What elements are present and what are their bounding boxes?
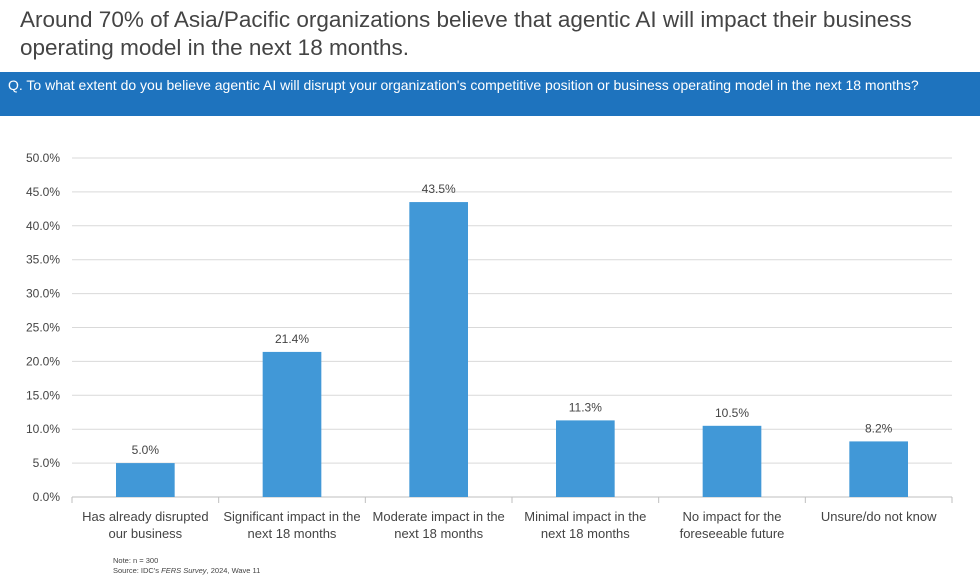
category-label: Significant impact in the	[223, 509, 360, 524]
category-label: Unsure/do not know	[821, 509, 937, 524]
y-tick-label: 30.0%	[26, 287, 60, 301]
chart-headline: Around 70% of Asia/Pacific organizations…	[20, 7, 912, 60]
data-labels: 5.0% 21.4% 43.5% 11.3% 10.5% 8.2%	[132, 182, 893, 457]
category-label: our business	[108, 526, 182, 541]
footnote-source: Source: IDC's FERS Survey, 2024, Wave 11	[113, 566, 260, 575]
category-label: Has already disrupted	[82, 509, 208, 524]
y-tick-label: 15.0%	[26, 388, 60, 402]
category-label: Minimal impact in the	[524, 509, 646, 524]
y-tick-label: 0.0%	[33, 490, 61, 504]
footnote-note: Note: n = 300	[113, 556, 159, 565]
category-label: next 18 months	[394, 526, 483, 541]
category-label: next 18 months	[248, 526, 337, 541]
bar	[702, 425, 762, 497]
bar	[116, 463, 175, 497]
category-label: foreseeable future	[680, 526, 785, 541]
bar	[849, 441, 908, 497]
source-suffix: , 2024, Wave 11	[206, 566, 261, 575]
data-label: 11.3%	[569, 400, 602, 414]
x-axis-categories: Has already disrupted our business Signifi…	[82, 509, 937, 541]
question-text: Q. To what extent do you believe agentic…	[8, 77, 919, 93]
bar	[262, 351, 322, 497]
bar-chart: 0.0% 5.0% 10.0% 15.0% 20.0% 25.0% 30.0% 35.0% 40…	[26, 151, 953, 541]
y-tick-label: 35.0%	[26, 253, 60, 267]
y-tick-label: 45.0%	[26, 185, 60, 199]
y-tick-label: 40.0%	[26, 219, 60, 233]
category-label: No impact for the	[683, 509, 782, 524]
bar	[409, 202, 468, 497]
y-tick-label: 50.0%	[26, 151, 60, 165]
data-label: 43.5%	[422, 182, 456, 196]
data-label: 21.4%	[275, 332, 309, 346]
question-banner: Q. To what extent do you believe agentic…	[0, 72, 980, 116]
source-prefix: Source: IDC's	[113, 566, 162, 575]
data-label: 10.5%	[715, 406, 749, 420]
category-label: next 18 months	[541, 526, 630, 541]
y-tick-label: 10.0%	[26, 422, 60, 436]
category-label: Moderate impact in the	[373, 509, 505, 524]
source-title: FERS Survey	[161, 566, 207, 575]
data-label: 8.2%	[865, 421, 893, 435]
gridlines	[71, 157, 953, 503]
y-tick-label: 25.0%	[26, 321, 60, 335]
bars	[116, 202, 908, 497]
y-tick-label: 5.0%	[33, 456, 61, 470]
y-axis-ticks: 0.0% 5.0% 10.0% 15.0% 20.0% 25.0% 30.0% 35.0% 40…	[26, 151, 60, 504]
y-tick-label: 20.0%	[26, 354, 60, 368]
bar	[556, 420, 615, 497]
data-label: 5.0%	[132, 443, 160, 457]
